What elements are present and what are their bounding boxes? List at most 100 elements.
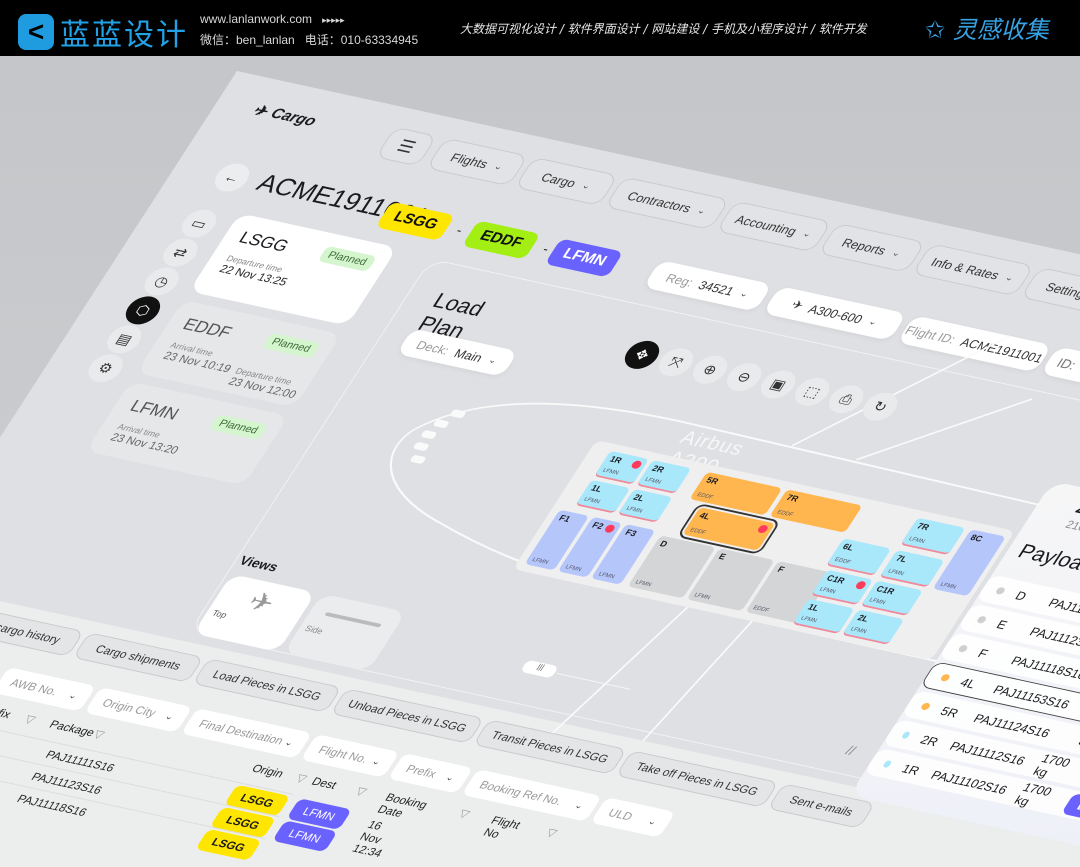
position-dest: LFMN [818,586,837,596]
banner-brand: 蓝蓝设计 [60,18,188,53]
position-label: 6L [840,541,857,553]
chevron-down-icon: ⌄ [572,800,586,812]
stop-field: Arrival time 23 Nov 13:20 [108,422,187,457]
chevron-down-icon: ⌄ [694,205,709,217]
id-card-icon: ▭ [187,215,210,233]
hold-position-6l[interactable]: 6L EDDF [825,538,892,576]
position-label: 1L [589,483,605,494]
filter-placeholder: Prefix [403,762,440,781]
alert-icon [756,524,770,534]
position-dest: LFMN [624,506,644,515]
cockpit-windows [410,409,466,464]
alert-icon [629,460,644,470]
chevron-down-icon: ⌄ [1002,272,1017,284]
payload-weight: 1700 kg [1030,751,1074,780]
position-label: F [775,564,787,575]
payload-id: PAJ11112S16 [947,738,1029,768]
aircraft-outline [389,335,1066,756]
hold-position-7l[interactable]: 7L LFMN [879,549,945,588]
position-dest: LFMN [582,496,601,506]
nav-label: Reports [839,235,890,258]
box-icon: ⬡ [131,302,154,320]
nav-label: Flights [447,150,492,171]
swap-icon: ⇄ [169,244,191,262]
position-label: 1R [607,454,624,466]
position-dest: EDDF [688,527,707,537]
position-dest: LFMN [597,571,616,581]
payload-id: PAJ11102S16 [928,767,1011,797]
status-dot [957,644,969,653]
position-dest: LFMN [867,597,887,607]
banner-phone: 电话：010-63334945 [304,33,419,47]
banner-logo: < 蓝蓝设计 [18,10,188,54]
payload-top-code: ZV [1072,500,1080,520]
document-icon: ▤ [112,331,136,349]
filter-placeholder: Origin City [99,696,159,720]
alert-icon [854,580,868,590]
filter-placeholder: Flight No. [315,743,371,766]
position-label: 7L [894,553,910,565]
position-label: 7R [784,492,801,504]
status-dot [919,702,932,711]
nav-label: Contractors [624,188,695,215]
position-dest: LFMN [601,467,620,477]
user-settings-icon: ⚙ [94,360,117,378]
inspiration-label: 灵感收集 [952,16,1049,44]
banner-wechat: 微信：ben_lanlan [200,33,295,47]
position-label: D [658,538,670,549]
position-dest: LFMN [886,568,905,578]
payload-pos: F [975,645,992,661]
payload-pos: 5R [938,703,962,720]
payload-pos: 1R [899,761,923,778]
status-dot [975,615,988,624]
payload-top-sub: 216 9 [1063,517,1080,536]
arrows-icon: ▸▸▸▸▸ [322,15,345,25]
hold-position-c1r[interactable]: C1R LFMN [860,580,923,616]
alert-icon [603,524,617,534]
clock-icon: ◷ [150,273,173,291]
hold-position-7r[interactable]: 7R EDDF [769,489,863,533]
position-dest: LFMN [907,536,926,545]
position-dest: EDDF [833,557,852,566]
banner-services: 大数据可视化设计 / 软件界面设计 / 网站建设 / 手机及小程序设计 / 软件… [460,22,867,36]
site-banner: < 蓝蓝设计 www.lanlanwork.com ▸▸▸▸▸ 微信：ben_l… [0,0,1080,56]
position-dest: LFMN [692,592,712,601]
status-dot [882,760,893,769]
hold-position-7r[interactable]: 7R LFMN [900,517,966,556]
payload-pos: 4L [957,674,980,691]
position-label: 8C [968,532,985,544]
nav-label: Cargo [538,169,580,190]
position-dest: LFMN [530,557,550,566]
position-label: C1R [874,584,897,597]
position-label: F3 [623,527,639,539]
position-label: F1 [557,513,573,524]
position-dest: LFMN [938,582,958,591]
nav-label: Info & Rates [928,254,1003,282]
star-icon: ✩ [925,16,946,44]
chevron-down-icon: ⌄ [800,228,815,240]
chevron-down-icon: ⌄ [443,772,458,784]
position-dest: LFMN [563,564,583,573]
chevron-down-icon: ⌄ [162,711,177,723]
chevron-down-icon: ⌄ [66,690,80,702]
position-label: F2 [590,520,606,531]
banner-url[interactable]: www.lanlanwork.com [200,12,313,26]
status-dot [939,673,952,682]
position-label: 2R [650,463,667,475]
chevron-down-icon: ⌄ [491,161,506,173]
position-label: 5R [704,475,721,487]
hold-position-2l[interactable]: 2L LFMN [841,609,905,645]
zoom-out-icon: ⊖ [733,369,755,387]
chevron-down-icon: ⌄ [579,180,594,192]
position-dest: EDDF [751,605,770,614]
payload-weight: 1700 kg [1011,780,1055,809]
chevron-down-icon: ⌄ [369,756,384,768]
payload-pos: D [1012,588,1030,603]
position-dest: EDDF [695,492,714,501]
status-dot [901,731,912,740]
nav-label: Accounting [732,212,801,238]
chevron-down-icon: ⌄ [889,247,904,259]
dest-badge[interactable]: LFMN [1060,792,1080,825]
position-label: 2L [631,492,647,504]
stop-field: Departure time 22 Nov 13:25 [217,254,296,289]
